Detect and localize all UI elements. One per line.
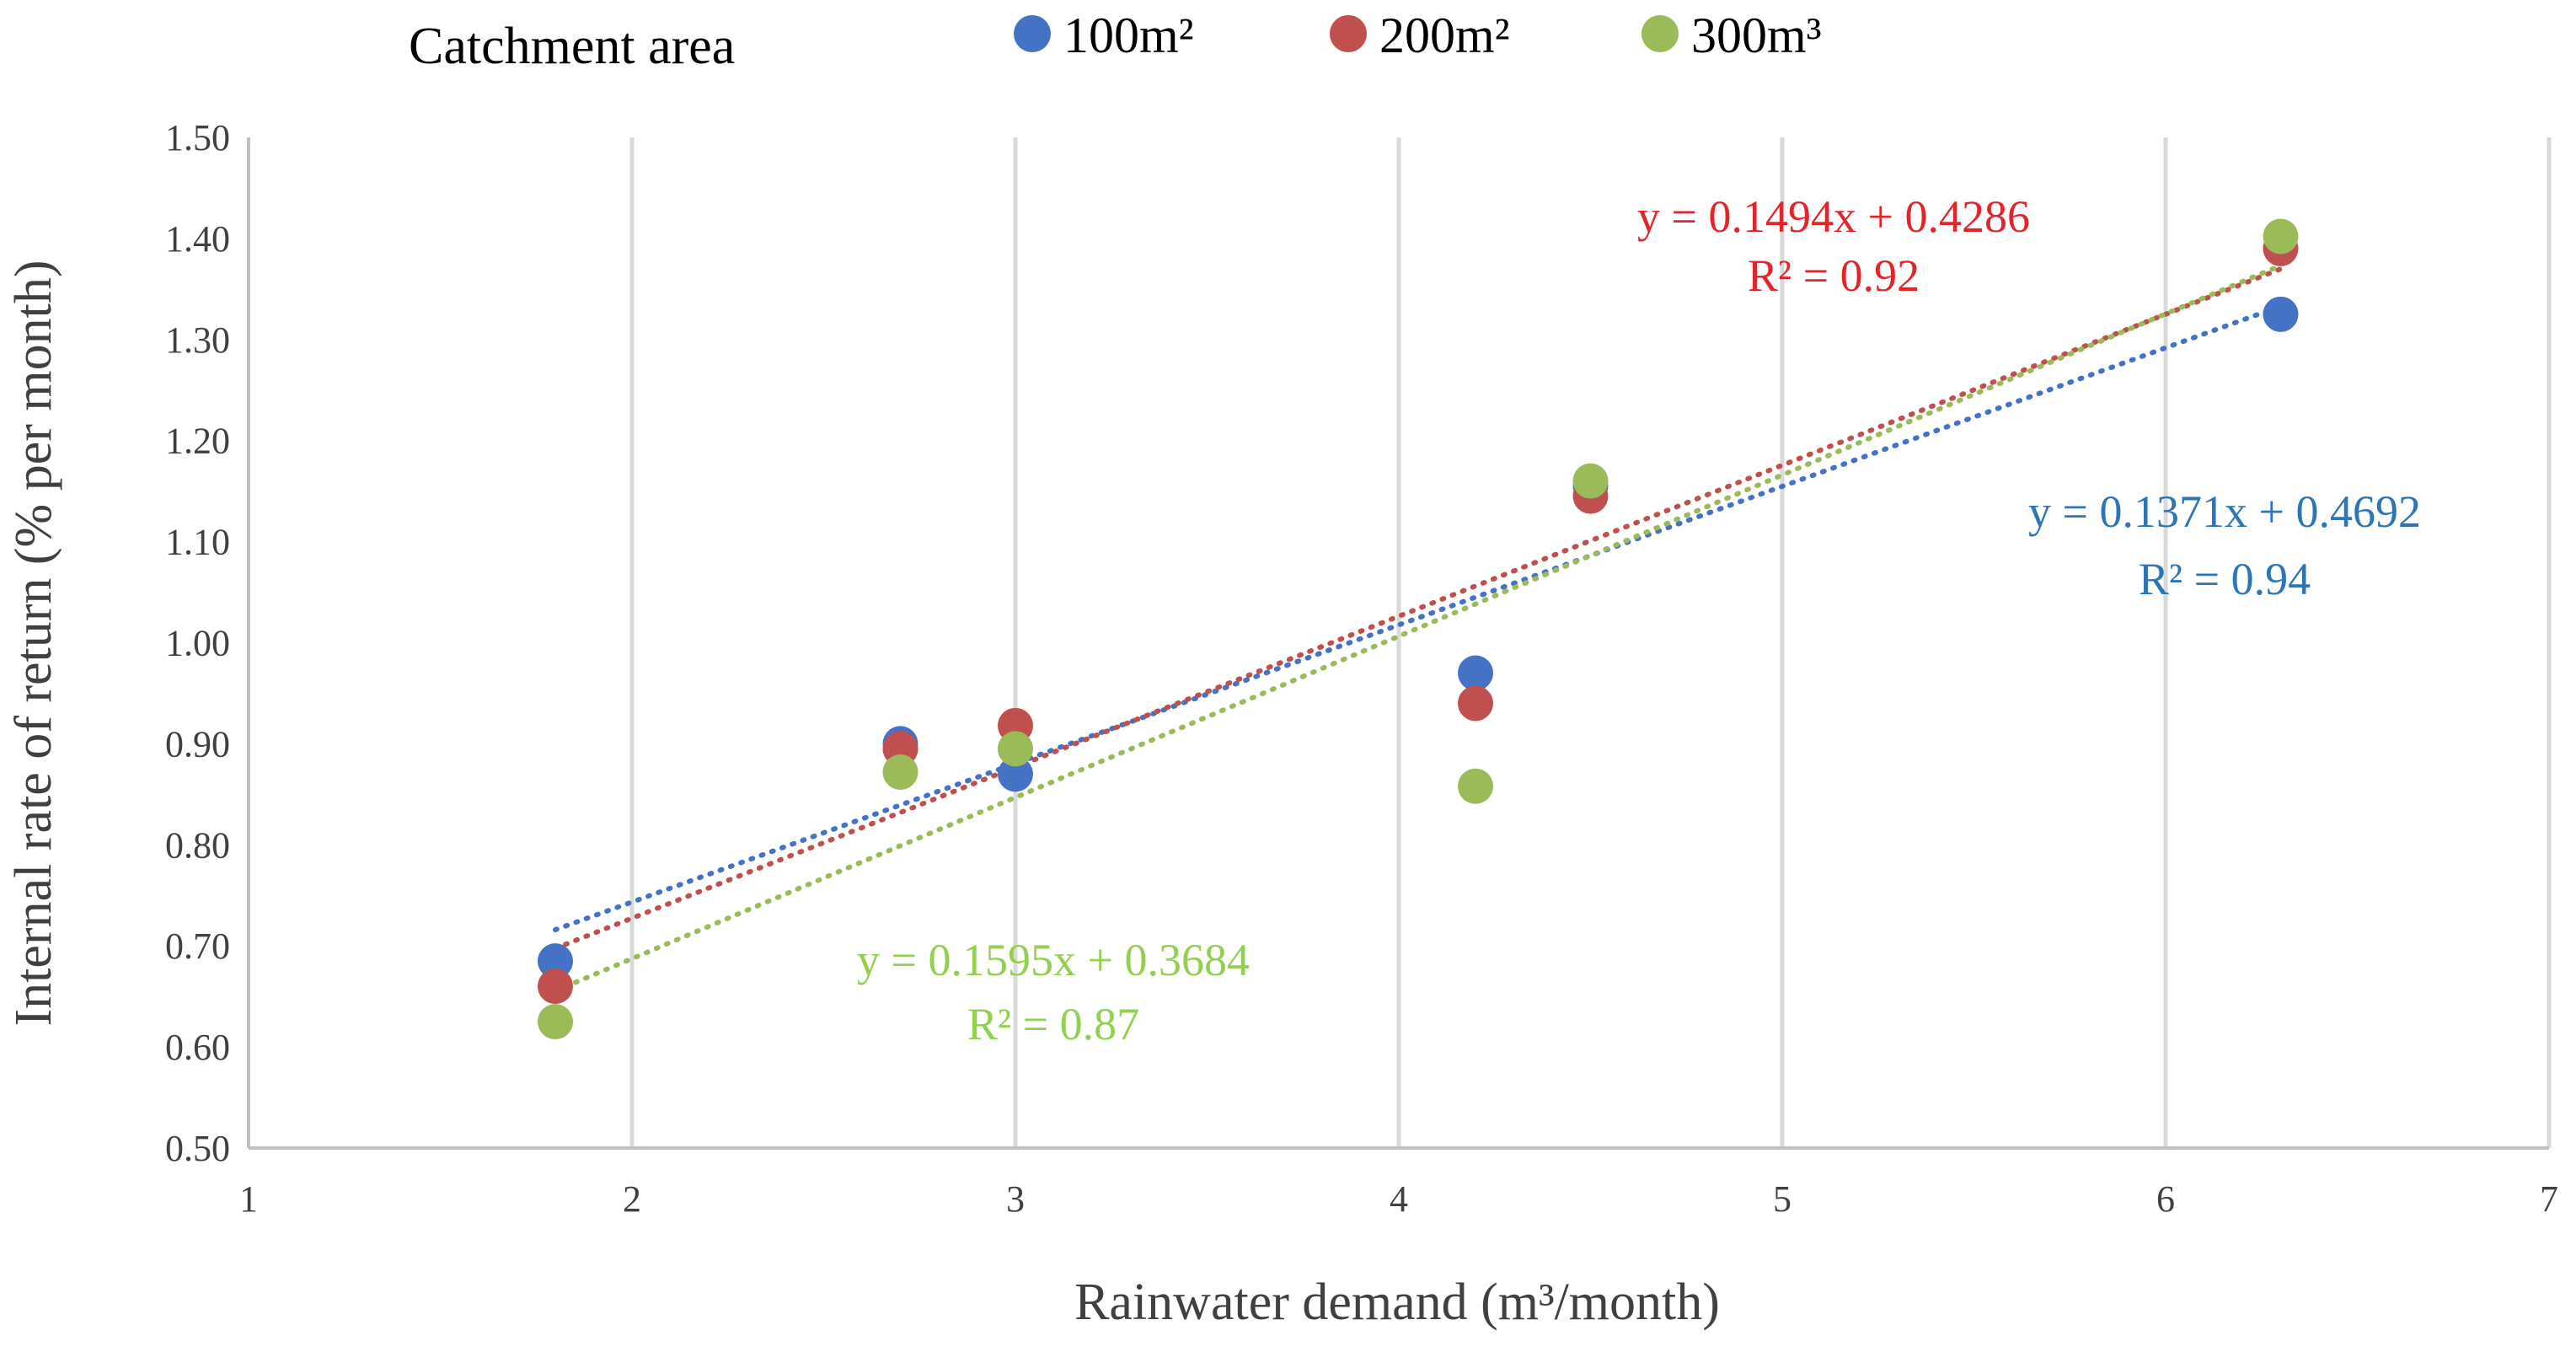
x-tick-label-2: 2 xyxy=(623,1178,641,1220)
point-100-4 xyxy=(1458,655,1493,691)
legend-marker-100 xyxy=(1014,15,1051,52)
equation-200: y = 0.1494x + 0.4286 R² = 0.92 xyxy=(1637,191,2030,301)
legend-label-200: 200m² xyxy=(1379,8,1510,63)
y-axis-title: Internal rate of return (% per month) xyxy=(5,260,62,1027)
x-tick-label-5: 5 xyxy=(1773,1178,1791,1220)
y-tick-label-1.50: 1.50 xyxy=(165,117,230,158)
tick-labels: 1 2 3 4 5 6 7 0.50 0.60 0.70 0.80 0.90 1.00 1.10 1.20 1… xyxy=(165,117,2558,1220)
equation-300: y = 0.1595x + 0.3684 R² = 0.87 xyxy=(857,935,1250,1049)
y-tick-label-1.00: 1.00 xyxy=(165,623,230,664)
legend-marker-200 xyxy=(1330,15,1367,52)
r2-100-text: R² = 0.94 xyxy=(2139,554,2311,604)
y-tick-label-1.40: 1.40 xyxy=(165,218,230,260)
y-tick-label-0.90: 0.90 xyxy=(165,723,230,765)
trendline-200 xyxy=(553,266,2284,952)
y-tick-label-0.70: 0.70 xyxy=(165,925,230,967)
point-200-1 xyxy=(538,968,573,1005)
r2-200-text: R² = 0.92 xyxy=(1748,250,1920,301)
point-200-4 xyxy=(1458,685,1493,722)
x-axis-title: Rainwater demand (m³/month) xyxy=(1074,1274,1720,1331)
y-tick-label-1.10: 1.10 xyxy=(165,522,230,563)
legend-label-300: 300m³ xyxy=(1691,8,1822,63)
equation-300-text: y = 0.1595x + 0.3684 xyxy=(857,935,1250,985)
point-100-3 xyxy=(998,756,1033,792)
x-tick-label-3: 3 xyxy=(1006,1178,1025,1220)
gridlines xyxy=(629,137,2552,1148)
legend-label-100: 100m² xyxy=(1063,8,1194,63)
trendlines xyxy=(553,262,2284,994)
y-tick-label-0.50: 0.50 xyxy=(165,1128,230,1169)
data-points xyxy=(538,218,2299,1040)
equation-200-text: y = 0.1494x + 0.4286 xyxy=(1637,191,2030,242)
x-tick-label-6: 6 xyxy=(2156,1178,2175,1220)
y-tick-label-1.20: 1.20 xyxy=(165,421,230,462)
r2-300-text: R² = 0.87 xyxy=(967,999,1139,1049)
trendline-300 xyxy=(553,262,2284,994)
trendline-100 xyxy=(553,303,2284,933)
point-300-2 xyxy=(882,754,918,790)
x-tick-label-7: 7 xyxy=(2540,1178,2558,1220)
legend: Catchment area 100m² 200m² 300m³ xyxy=(409,8,1822,75)
point-300-5 xyxy=(1572,463,1609,499)
legend-marker-300 xyxy=(1641,15,1679,52)
point-100-1 xyxy=(538,943,573,979)
legend-title: Catchment area xyxy=(409,18,735,75)
equation-100-text: y = 0.1371x + 0.4692 xyxy=(2028,486,2421,537)
point-300-3 xyxy=(998,731,1033,767)
y-tick-label-0.60: 0.60 xyxy=(165,1027,230,1068)
point-300-4 xyxy=(1458,768,1493,804)
equation-100: y = 0.1371x + 0.4692 R² = 0.94 xyxy=(2028,486,2421,604)
point-300-6 xyxy=(2263,218,2299,255)
x-tick-label-1: 1 xyxy=(239,1178,258,1220)
axes xyxy=(247,137,2549,1150)
x-tick-label-4: 4 xyxy=(1390,1178,1408,1220)
point-100-6 xyxy=(2263,296,2299,332)
y-tick-label-1.30: 1.30 xyxy=(165,319,230,361)
y-tick-label-0.80: 0.80 xyxy=(165,824,230,866)
point-300-1 xyxy=(538,1004,573,1040)
